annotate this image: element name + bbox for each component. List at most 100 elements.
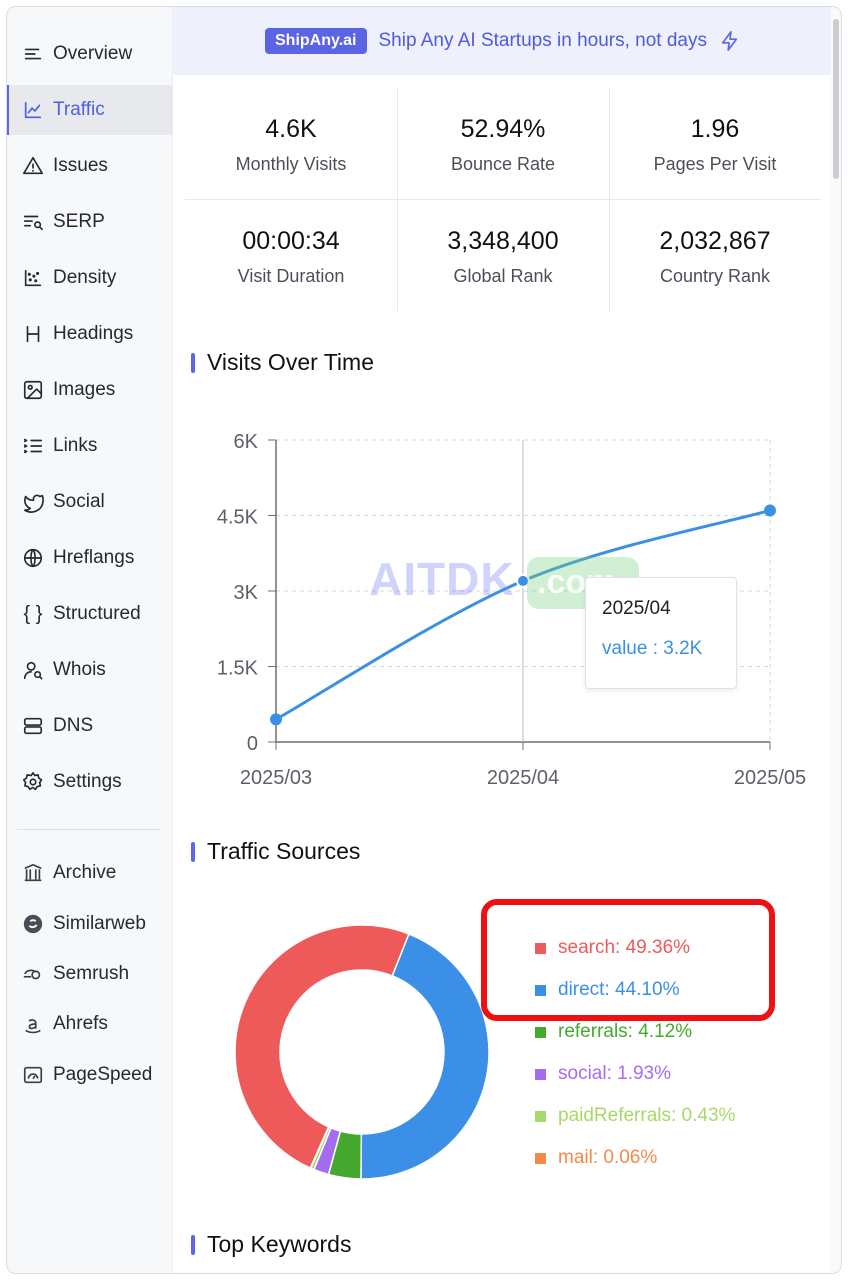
legend-label: referrals: 4.12% [558,1021,693,1042]
sidebar-item-label: Issues [53,155,108,176]
promo-text[interactable]: Ship Any AI Startups in hours, not days [378,30,707,51]
sidebar-item-links[interactable]: Links [7,421,173,471]
tooltip-value: value : 3.2K [602,638,703,659]
sidebar-link-pagespeed[interactable]: PageSpeed [7,1053,173,1097]
stat-label: Bounce Rate [450,154,556,174]
stat-label: Visit Duration [237,266,345,286]
scrollbar[interactable] [831,7,841,1273]
y-tick-label: 3K [234,582,259,604]
section-title-text: Visits Over Time [207,349,374,375]
stat-value: 00:00:34 [242,227,340,255]
sidebar-item-issues[interactable]: Issues [7,141,173,191]
stat-value: 3,348,400 [447,227,559,255]
donut-slice-search [234,924,410,1170]
sidebar-item-traffic[interactable]: Traffic [7,85,173,135]
legend-label: paidReferrals: 0.43% [558,1105,736,1126]
section-title-traffic-sources: Traffic Sources [191,838,360,865]
legend-item-social[interactable]: social: 1.93% [535,1063,671,1085]
gear-icon [21,770,45,794]
promo-banner[interactable]: ShipAny.ai Ship Any AI Startups in hours… [173,7,833,75]
legend-item-direct[interactable]: direct: 44.10% [535,979,679,1001]
sidebar-item-label: Similarweb [53,913,146,934]
y-tick-label: 1.5K [217,658,259,680]
sidebar-item-structured[interactable]: { } Structured [7,589,173,639]
data-point [764,504,776,517]
sidebar-link-archive[interactable]: Archive [7,851,173,895]
chart-line-icon [21,98,45,122]
legend-label: social: 1.93% [558,1063,672,1084]
legend-item-search[interactable]: search: 49.36% [535,937,690,959]
stat-country-rank: 2,032,867 Country Rank [609,199,821,311]
x-tick-label: 2025/04 [487,767,559,789]
image-icon [21,378,45,402]
stat-label: Pages Per Visit [653,154,777,174]
warning-icon [21,154,45,178]
sidebar-item-label: Social [53,491,105,512]
sidebar-link-semrush[interactable]: Semrush [7,952,173,996]
y-tick-label: 0 [247,733,258,755]
sidebar-item-social[interactable]: Social [7,477,173,527]
sidebar-item-serp[interactable]: SERP [7,197,173,247]
sidebar-item-headings[interactable]: Headings [7,309,173,359]
legend-swatch [535,984,546,996]
legend-label: search: 49.36% [558,937,691,958]
amazon-icon [21,1012,45,1036]
stat-label: Monthly Visits [235,154,347,174]
x-tick-label: 2025/05 [734,767,806,789]
sidebar-item-label: SERP [53,211,105,232]
sidebar-item-dns[interactable]: DNS [7,701,173,751]
legend-swatch [535,1110,546,1122]
legend-item-referrals[interactable]: referrals: 4.12% [535,1021,692,1043]
sidebar-item-label: Headings [53,323,134,344]
donut-slice-mail [309,1125,330,1170]
legend-item-mail[interactable]: mail: 0.06% [535,1147,657,1169]
traffic-sources-donut[interactable] [227,917,497,1187]
sidebar-item-label: Overview [53,43,133,64]
sidebar-item-label: Settings [53,771,122,792]
stat-value: 52.94% [460,115,546,143]
scrollbar-thumb[interactable] [833,19,839,179]
globe-icon [21,546,45,570]
sidebar-link-similarweb[interactable]: Similarweb [7,902,173,946]
serp-icon [21,210,45,234]
stat-global-rank: 3,348,400 Global Rank [397,199,609,311]
watermark-text: AITDK [369,553,515,605]
stats-grid: 4.6K Monthly Visits 52.94% Bounce Rate 1… [185,87,821,311]
braces-icon: { } [23,603,43,625]
sidebar-divider [17,829,161,830]
stat-visit-duration: 00:00:34 Visit Duration [185,199,397,311]
x-tick-label: 2025/03 [240,767,312,789]
visits-line-chart[interactable]: 0 1.5K 3K 4.5K 6K 2025/03 2025/04 2025/05 [185,417,825,797]
stat-value: 1.96 [690,115,740,143]
title-accent [191,352,195,373]
data-point [270,713,282,726]
sidebar-item-images[interactable]: Images [7,365,173,415]
sidebar-item-label: PageSpeed [53,1064,153,1085]
sidebar-item-label: Hreflangs [53,547,135,568]
legend-swatch [535,1152,546,1164]
title-accent [191,1234,195,1255]
stat-value: 2,032,867 [659,227,771,255]
sidebar-item-label: Whois [53,659,106,680]
sidebar-item-settings[interactable]: Settings [7,757,173,807]
sidebar-item-overview[interactable]: Overview [7,29,173,79]
legend-item-paidReferrals[interactable]: paidReferrals: 0.43% [535,1105,735,1127]
sidebar-item-hreflangs[interactable]: Hreflangs [7,533,173,583]
sidebar-item-label: Structured [53,603,141,624]
section-title-top-keywords: Top Keywords [191,1231,351,1258]
section-title-text: Top Keywords [207,1231,352,1257]
list-icon [21,42,45,66]
section-title-visits: Visits Over Time [191,349,374,376]
stats-divider [185,199,821,200]
legend-label: mail: 0.06% [558,1147,658,1168]
section-title-text: Traffic Sources [207,838,361,864]
data-point [516,573,530,588]
sidebar-item-label: Ahrefs [53,1013,108,1034]
sidebar-item-label: Archive [53,862,117,883]
sidebar-item-density[interactable]: Density [7,253,173,303]
sidebar-item-label: Density [53,267,117,288]
sidebar-link-ahrefs[interactable]: Ahrefs [7,1002,173,1046]
gauge-icon [21,1063,45,1087]
sidebar-item-whois[interactable]: Whois [7,645,173,695]
archive-icon [21,861,45,885]
